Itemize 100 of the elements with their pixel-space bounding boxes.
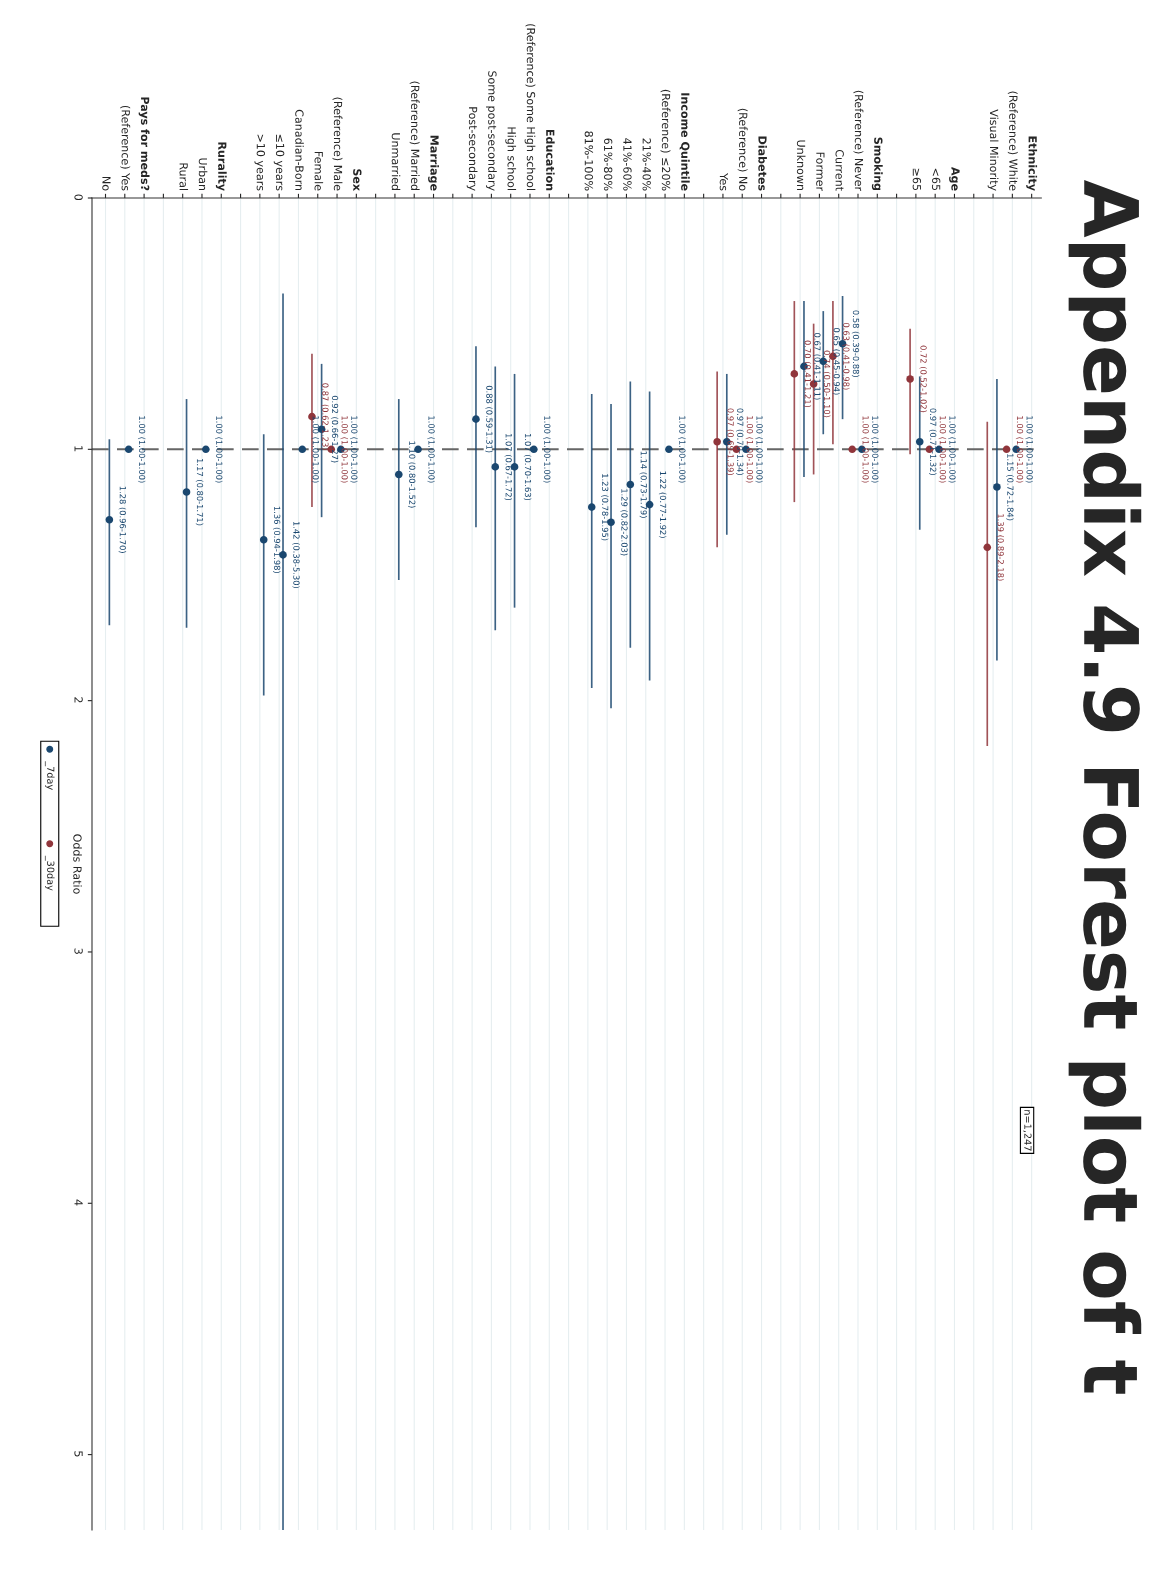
x-tick-label: Post-secondary: [466, 107, 478, 191]
data-label: 0.97 (0.70-1.34): [736, 408, 744, 475]
x-tick-label: Ethnicity: [1026, 136, 1038, 191]
point: [587, 503, 596, 511]
x-tick-label: Rurality: [215, 142, 227, 191]
x-tick-label: Pays for meds?: [138, 97, 150, 191]
x-tick-label: 21%-40%: [642, 138, 651, 191]
y-axis-title: Odds Ratio: [73, 834, 82, 894]
data-label: 1.00 (1.00-1.00): [311, 416, 320, 483]
annotation: n=1,247: [1023, 1110, 1032, 1151]
x-tick-label: (Reference) White: [1007, 91, 1018, 191]
data-label: 1.00 (1.00-1.00): [543, 416, 551, 483]
x-tick-label: Age: [949, 167, 960, 191]
x-tick-label: 61%-80%: [603, 138, 613, 191]
x-tick-label: Income Quintile: [679, 93, 690, 191]
data-label: 1.17 (0.80-1.71): [195, 459, 204, 526]
data-label: 1.00 (1.00-1.00): [745, 416, 754, 483]
data-label: 0.72 (0.52-1.02): [919, 345, 927, 413]
data-label: 1.36 (0.94-1.98): [273, 506, 281, 573]
x-tick-label: (Reference) ≤20%: [660, 89, 671, 191]
x-tick-label: Female: [314, 151, 324, 191]
x-tick-label: High school: [505, 127, 517, 191]
x-tick-label: Rural: [179, 163, 189, 191]
x-tick-label: Canadian-Born: [295, 109, 304, 191]
legend-label: _7day: [44, 761, 55, 790]
x-tick-label: (Reference) Male: [332, 97, 343, 191]
data-label: 1.23 (0.78-1.95): [601, 474, 609, 541]
data-label: 1.00 (1.00-1.00): [1015, 416, 1024, 483]
point: [915, 437, 924, 446]
x-tick-label: (Reference) No: [737, 108, 748, 191]
data-label: 1.07 (0.70-1.63): [523, 433, 532, 501]
x-tick-label: Sex: [353, 169, 362, 191]
data-label: 0.92 (0.66-1.27): [330, 395, 339, 463]
data-label: 1.00 (1.00-1.00): [938, 416, 947, 483]
data-label: 1.00 (1.00-1.00): [350, 416, 358, 483]
point: [394, 470, 403, 479]
data-label: 0.87 (0.62-1.23): [321, 383, 329, 450]
x-tick-label: No: [102, 177, 111, 191]
legend-label: _30day: [44, 855, 55, 891]
x-tick-label: Unmarried: [391, 133, 401, 191]
data-label: 0.97 (0.69-1.39): [726, 408, 734, 475]
x-tick-label: >10 years: [254, 134, 266, 191]
y-tick-label: 0: [74, 194, 83, 201]
data-label: 1.00 (1.00-1.00): [340, 416, 348, 483]
data-label: 1.00 (1.00-1.00): [137, 416, 146, 483]
y-tick-label: 3: [74, 948, 83, 954]
data-label: 1.22 (0.77-1.92): [658, 471, 667, 538]
data-label: 1.39 (0.89-2.18): [996, 514, 1005, 581]
point: [491, 463, 500, 471]
x-tick-label: 41%-60%: [623, 138, 632, 191]
data-label: 1.00 (1.00-1.00): [948, 416, 956, 483]
x-tick-label: Current: [835, 149, 844, 191]
data-label: 0.70 (0.41-1.21): [803, 340, 812, 408]
data-label: 1.10 (0.80-1.52): [408, 441, 416, 508]
data-label: 1.00 (1.00-1.00): [861, 416, 869, 483]
data-label: 1.00 (1.00-1.00): [427, 416, 435, 483]
x-tick-label: Yes: [719, 173, 728, 191]
point: [259, 535, 268, 544]
y-tick-label: 2: [74, 697, 83, 703]
x-tick-label: Diabetes: [758, 136, 767, 191]
y-tick-label: 1: [74, 446, 83, 452]
x-tick-label: Education: [546, 129, 555, 191]
data-label: 1.00 (1.00-1.00): [215, 416, 223, 483]
point: [993, 483, 1001, 491]
x-tick-label: Some post-secondary: [486, 71, 497, 191]
y-tick-label: 4: [74, 1199, 83, 1206]
point: [626, 480, 635, 489]
data-label: 1.14 (0.73-1.79): [639, 451, 648, 518]
x-tick-label: ≥65: [912, 168, 922, 191]
x-tick-label: (Reference) Married: [409, 81, 420, 191]
text: Appendix 4.9 Forest plot of t: [1068, 180, 1142, 1394]
data-label: 0.58 (0.39-0.88): [851, 310, 860, 377]
data-label: 1.29 (0.82-2.03): [620, 489, 628, 556]
x-tick-label: ≤10 years: [273, 134, 285, 191]
data-label: 0.88 (0.59-1.31): [485, 385, 493, 453]
data-label: 1.00 (1.00-1.00): [678, 416, 686, 483]
data-label: 1.07 (0.67-1.72): [504, 433, 512, 501]
data-label: 0.74 (0.50-1.10): [822, 350, 831, 418]
x-tick-label: <65: [931, 168, 941, 191]
data-label: 1.00 (1.00-1.00): [871, 416, 879, 483]
data-label: 1.00 (1.00-1.00): [755, 416, 763, 483]
data-label: 0.97 (0.71-1.32): [929, 408, 937, 475]
x-tick-label: Visual Minority: [987, 109, 999, 191]
data-label: 1.15 (0.72-1.84): [1006, 454, 1014, 521]
data-label: 1.00 (1.00-1.00): [1025, 416, 1033, 483]
data-label: 0.63 (0.41-0.98): [842, 322, 850, 390]
data-label: 0.67 (0.41-1.11): [813, 333, 821, 400]
data-label: 1.42 (0.38-5.30): [292, 521, 300, 589]
x-tick-label: Urban: [198, 158, 208, 191]
x-tick-label: Unknown: [796, 140, 806, 191]
x-tick-label: (Reference) Some High school: [524, 24, 536, 191]
x-tick-label: (Reference) Yes: [120, 105, 131, 191]
x-tick-label: (Reference) Never: [853, 90, 864, 192]
data-label: 1.28 (0.96-1.70): [118, 486, 127, 553]
point: [182, 488, 191, 496]
point: [472, 415, 480, 423]
x-tick-label: Smoking: [871, 137, 883, 191]
x-tick-label: Former: [816, 152, 825, 192]
y-tick-label: 5: [74, 1451, 83, 1457]
point: [105, 515, 114, 524]
